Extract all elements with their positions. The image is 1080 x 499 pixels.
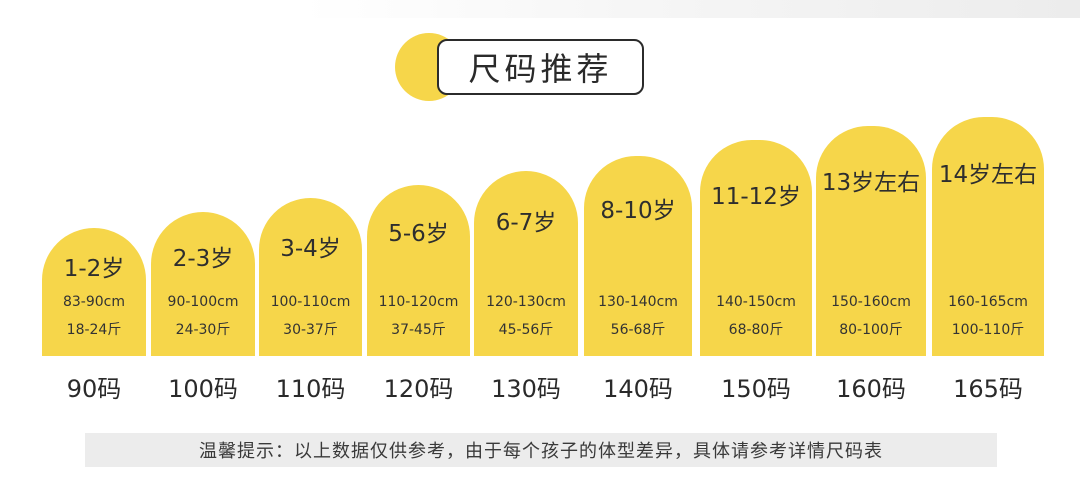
page-title: 尺码推荐 [468,50,613,88]
card-age-label: 1-2岁 [63,256,125,282]
size-code-label: 120码 [383,375,454,403]
top-banner-strip [0,0,1080,18]
card-height-label: 130-140cm [598,294,678,310]
card-weight-label: 80-100斤 [839,322,903,338]
size-card-165 [932,117,1044,356]
card-weight-label: 56-68斤 [610,322,666,338]
size-code-label: 140码 [603,375,673,403]
card-weight-label: 68-80斤 [728,322,784,338]
card-age-label: 2-3岁 [172,246,234,272]
card-age-label: 14岁左右 [938,162,1038,188]
size-code-label: 150码 [721,375,791,403]
card-age-label: 5-6岁 [388,221,449,247]
tip-bar: 温馨提示：以上数据仅供参考，由于每个孩子的体型差异，具体请参考详情尺码表 [85,433,997,467]
card-height-label: 160-165cm [948,294,1028,310]
card-height-label: 110-120cm [378,294,459,310]
size-card-100 [151,212,255,356]
size-code-label: 110码 [275,375,346,403]
title-box: 尺码推荐 [437,39,644,95]
size-code-label: 90码 [66,375,122,403]
card-weight-label: 30-37斤 [283,322,338,338]
size-card-120 [367,185,470,356]
card-height-label: 90-100cm [167,294,239,310]
card-weight-label: 45-56斤 [498,322,554,338]
card-height-label: 150-160cm [831,294,911,310]
size-card-140 [584,156,692,356]
size-code-label: 165码 [953,375,1023,403]
card-age-label: 8-10岁 [600,198,676,224]
size-code-label: 160码 [836,375,906,403]
tip-text: 温馨提示：以上数据仅供参考，由于每个孩子的体型差异，具体请参考详情尺码表 [199,441,883,462]
card-height-label: 100-110cm [270,294,351,310]
card-age-label: 6-7岁 [495,210,557,236]
card-age-label: 11-12岁 [711,184,801,210]
size-card-150 [700,140,812,356]
card-weight-label: 100-110斤 [951,322,1025,338]
card-height-label: 83-90cm [62,294,125,310]
size-code-label: 130码 [491,375,561,403]
size-code-label: 100码 [168,375,238,403]
card-age-label: 3-4岁 [280,236,341,262]
size-card-110 [259,198,362,356]
size-card-90 [42,228,146,356]
size-card-130 [474,171,578,356]
card-weight-label: 18-24斤 [66,322,122,338]
card-height-label: 140-150cm [716,294,796,310]
card-age-label: 13岁左右 [821,170,921,196]
card-weight-label: 24-30斤 [175,322,231,338]
card-weight-label: 37-45斤 [391,322,446,338]
card-height-label: 120-130cm [486,294,566,310]
size-card-160 [816,126,926,356]
